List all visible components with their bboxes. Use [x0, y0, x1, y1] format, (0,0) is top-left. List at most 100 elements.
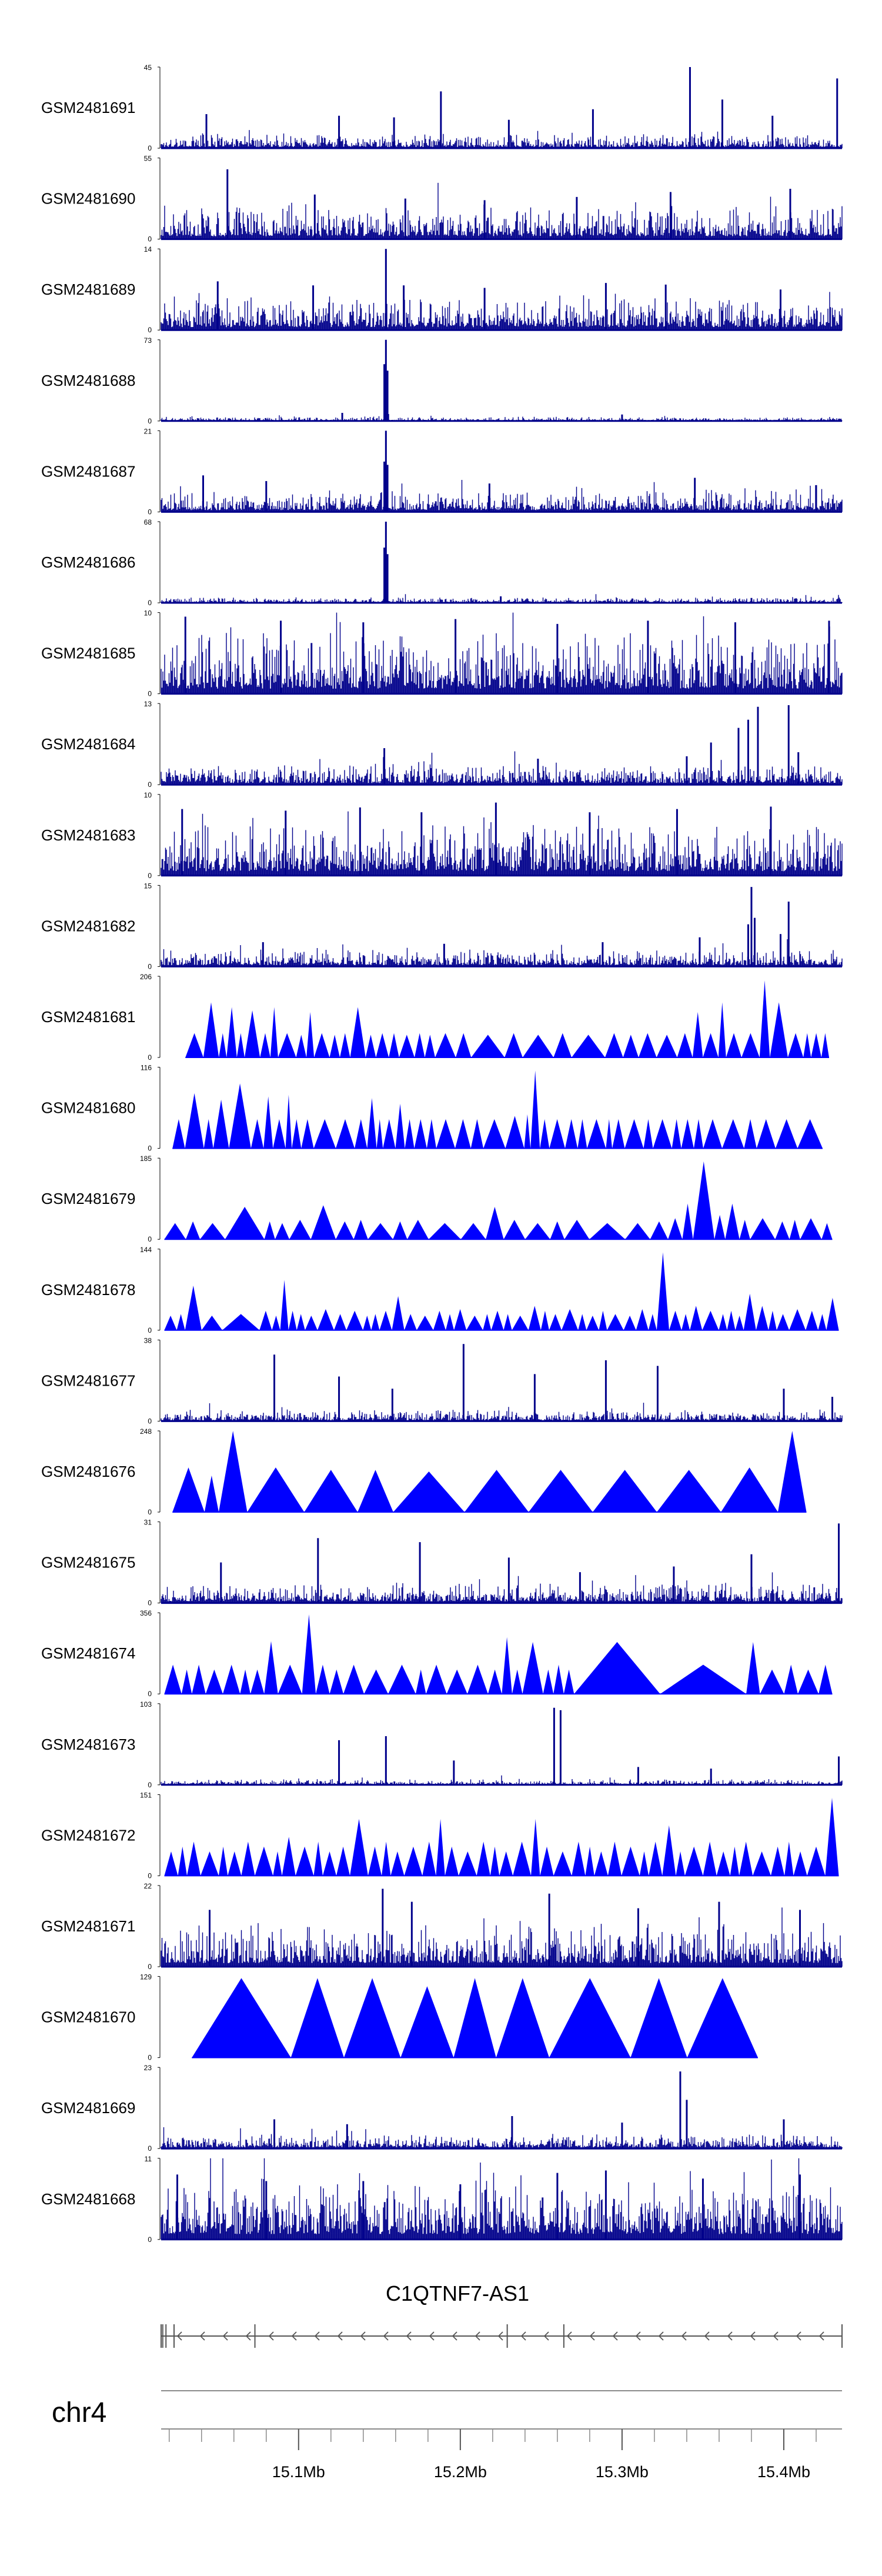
- signal-triangle: [648, 1314, 657, 1330]
- signal-triangle: [775, 1221, 790, 1240]
- strand-arrow-icon: [818, 2331, 824, 2341]
- signal-triangle: [306, 1012, 315, 1057]
- signal-triangle: [553, 1851, 572, 1876]
- signal-triangle: [702, 1310, 719, 1330]
- signal-triangle: [390, 1851, 405, 1876]
- signal-triangle: [572, 1035, 605, 1057]
- strand-arrow-icon: [176, 2331, 182, 2341]
- strand-arrow-icon: [406, 2331, 412, 2341]
- signal-triangle: [250, 1669, 265, 1694]
- signal-profile: [161, 751, 843, 785]
- signal-profile: [161, 292, 843, 331]
- y-min-label: 0: [148, 2144, 152, 2153]
- signal-triangle: [405, 1119, 415, 1149]
- track-GSM2481685: GSM2481685 10 0: [41, 609, 843, 698]
- gene-annotation-track: C1QTNF7-AS1: [161, 2281, 843, 2348]
- strand-arrow-icon: [452, 2331, 457, 2341]
- track-label: GSM2481689: [41, 281, 135, 298]
- signal-triangle: [756, 1119, 776, 1149]
- y-min-label: 0: [148, 872, 152, 880]
- signal-triangle: [280, 1280, 289, 1330]
- ruler-tick-label: 15.2Mb: [434, 2463, 487, 2481]
- signal-triangle: [694, 1119, 703, 1149]
- strand-arrow-icon: [475, 2331, 480, 2341]
- track-GSM2481670: GSM2481670 129 0: [41, 1973, 758, 2062]
- signal-triangle: [382, 1841, 391, 1876]
- signal-triangle: [164, 1223, 186, 1240]
- signal-triangle: [379, 1310, 392, 1330]
- signal-triangle: [172, 1119, 185, 1149]
- y-min-label: 0: [148, 962, 152, 970]
- signal-triangle: [259, 1310, 272, 1330]
- signal-triangle: [730, 1846, 740, 1876]
- signal-triangle: [671, 1119, 681, 1149]
- signal-triangle: [656, 1035, 677, 1057]
- signal-triangle: [503, 1314, 512, 1330]
- signal-triangle: [355, 1119, 368, 1149]
- signal-triangle: [589, 1223, 626, 1240]
- strand-arrow-icon: [314, 2331, 320, 2341]
- signal-triangle: [540, 1310, 549, 1330]
- y-max-label: 10: [144, 609, 152, 618]
- signal-triangle: [599, 1310, 607, 1330]
- signal-triangle: [639, 1851, 649, 1876]
- signal-profile: [161, 811, 843, 876]
- ruler-tick-label: 15.4Mb: [757, 2463, 810, 2481]
- signal-triangle: [433, 1310, 446, 1330]
- signal-triangle: [192, 1664, 206, 1694]
- signal-triangle: [245, 1010, 260, 1057]
- track-GSM2481687: GSM2481687 21 0: [41, 427, 843, 516]
- y-min-label: 0: [148, 417, 152, 425]
- signal-triangle: [756, 1306, 769, 1330]
- y-max-label: 151: [140, 1791, 152, 1799]
- signal-triangle: [741, 1033, 760, 1057]
- signal-triangle: [586, 1316, 599, 1330]
- signal-triangle: [725, 1203, 740, 1240]
- signal-triangle: [436, 1818, 445, 1876]
- signal-triangle: [744, 1119, 757, 1149]
- track-label: GSM2481688: [41, 372, 135, 389]
- signal-triangle: [250, 1119, 264, 1149]
- signal-triangle: [305, 1316, 318, 1330]
- signal-profile: [161, 182, 843, 239]
- signal-triangle: [753, 1851, 771, 1876]
- signal-triangle: [668, 1218, 683, 1240]
- strand-arrow-icon: [543, 2331, 549, 2341]
- signal-profile: [161, 1907, 843, 1967]
- y-min-label: 0: [148, 1781, 152, 1789]
- signal-triangle: [422, 1841, 436, 1876]
- y-min-label: 0: [148, 1871, 152, 1880]
- signal-triangle: [550, 1221, 564, 1240]
- signal-triangle: [426, 1664, 447, 1694]
- signal-triangle: [273, 1119, 286, 1149]
- track-label: GSM2481682: [41, 917, 135, 935]
- signal-triangle: [222, 1314, 260, 1330]
- y-min-label: 0: [148, 508, 152, 516]
- signal-triangle: [739, 1841, 753, 1876]
- signal-triangle: [606, 1119, 613, 1149]
- strand-arrow-icon: [750, 2331, 756, 2341]
- signal-profile: [161, 129, 843, 148]
- signal-triangle: [368, 1846, 382, 1876]
- track-GSM2481675: GSM2481675 31 0: [41, 1519, 843, 1607]
- signal-triangle: [336, 1119, 355, 1149]
- signal-triangle: [624, 1119, 644, 1149]
- signal-triangle: [625, 1223, 650, 1240]
- y-max-label: 11: [145, 2155, 152, 2163]
- y-max-label: 185: [140, 1154, 152, 1163]
- signal-triangle: [486, 1207, 504, 1240]
- signal-triangle: [771, 1846, 785, 1876]
- track-GSM2481674: GSM2481674 356 0: [41, 1609, 833, 1698]
- signal-triangle: [669, 1310, 682, 1330]
- y-max-label: 45: [144, 64, 152, 72]
- strand-arrow-icon: [383, 2331, 389, 2341]
- signal-triangle: [304, 1470, 358, 1512]
- strand-arrow-icon: [245, 2331, 251, 2341]
- strand-arrow-icon: [268, 2331, 274, 2341]
- signal-triangle: [703, 1119, 723, 1149]
- y-max-label: 13: [144, 700, 152, 708]
- signal-triangle: [290, 1978, 344, 2058]
- track-GSM2481690: GSM2481690 55 0: [41, 155, 843, 243]
- y-max-label: 68: [144, 518, 152, 526]
- signal-triangle: [350, 1007, 366, 1057]
